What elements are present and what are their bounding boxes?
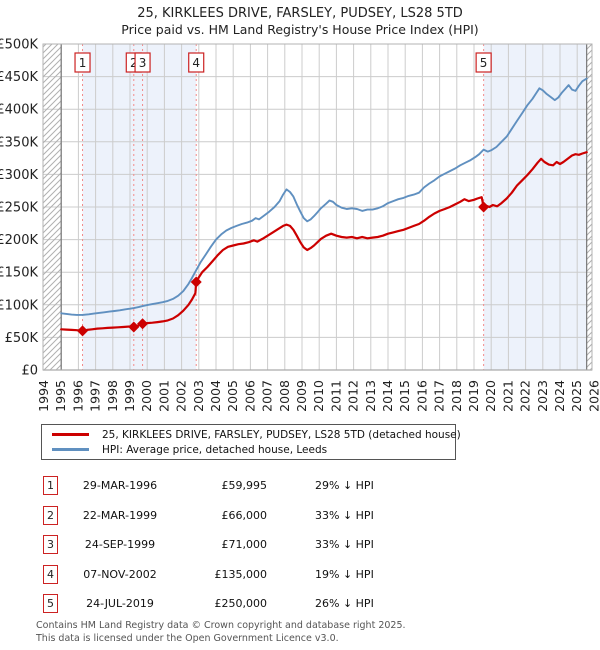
svg-text:2018: 2018 [449, 380, 464, 412]
footer-line-1: Contains HM Land Registry data © Crown c… [36, 620, 406, 631]
licence-footer: Contains HM Land Registry data © Crown c… [36, 620, 406, 645]
svg-text:2004: 2004 [208, 380, 223, 412]
sale-row-3: 3 24-SEP-1999 £71,000 33% ↓ HPI [43, 530, 583, 560]
sale-row-2: 2 22-MAR-1999 £66,000 33% ↓ HPI [43, 501, 583, 531]
sale-hpi-delta: 33% ↓ HPI [315, 538, 374, 552]
sale-hpi-delta: 33% ↓ HPI [315, 508, 374, 522]
svg-text:2022: 2022 [518, 380, 533, 412]
svg-text:2000: 2000 [139, 380, 154, 412]
legend-label: HPI: Average price, detached house, Leed… [102, 443, 328, 456]
svg-text:2007: 2007 [260, 380, 275, 412]
svg-text:2015: 2015 [397, 380, 412, 412]
svg-text:2019: 2019 [466, 380, 481, 412]
svg-text:2024: 2024 [552, 380, 567, 412]
svg-text:1998: 1998 [105, 380, 120, 412]
sale-row-1: 1 29-MAR-1996 £59,995 29% ↓ HPI [43, 471, 583, 501]
svg-text:2003: 2003 [191, 380, 206, 412]
svg-text:£300K: £300K [0, 168, 38, 183]
sale-row-4: 4 07-NOV-2002 £135,000 19% ↓ HPI [43, 560, 583, 590]
footer-line-2: This data is licensed under the Open Gov… [36, 632, 339, 644]
sale-markers [77, 201, 490, 337]
svg-text:£450K: £450K [0, 70, 38, 85]
svg-text:2025: 2025 [569, 380, 584, 412]
sale-hpi-delta: 26% ↓ HPI [315, 597, 374, 611]
svg-text:2017: 2017 [432, 380, 447, 412]
svg-text:2026: 2026 [586, 380, 600, 412]
legend-line-swatch [52, 448, 89, 451]
svg-text:£0: £0 [21, 364, 38, 379]
hpi-series-line [60, 77, 588, 316]
svg-text:4: 4 [192, 56, 200, 70]
svg-text:5: 5 [480, 56, 488, 70]
sale-date: 07-NOV-2002 [83, 567, 157, 581]
svg-text:2011: 2011 [328, 380, 343, 412]
svg-text:2021: 2021 [500, 380, 515, 412]
svg-text:2002: 2002 [174, 380, 189, 412]
svg-text:2023: 2023 [535, 380, 550, 412]
svg-text:2014: 2014 [380, 380, 395, 412]
svg-text:£250K: £250K [0, 201, 38, 216]
legend-entry-0: 25, KIRKLEES DRIVE, FARSLEY, PUDSEY, LS2… [42, 427, 461, 442]
legend-entry-1: HPI: Average price, detached house, Leed… [42, 442, 455, 457]
legend-line-swatch [52, 433, 89, 436]
svg-text:1995: 1995 [53, 380, 68, 412]
svg-text:£500K: £500K [0, 38, 38, 53]
svg-text:£350K: £350K [0, 135, 38, 150]
y-axis-labels: £0 £50K £100K £150K £200K £250K £300K £350K £400… [0, 38, 38, 379]
sales-table: 1 29-MAR-1996 £59,995 29% ↓ HPI 2 22-MAR-1999… [43, 471, 583, 619]
no-data-hatch [43, 44, 592, 370]
svg-text:2005: 2005 [225, 380, 240, 412]
svg-text:2016: 2016 [414, 380, 429, 412]
svg-text:2009: 2009 [294, 380, 309, 412]
sale-hpi-delta: 19% ↓ HPI [315, 567, 374, 581]
svg-text:3: 3 [139, 56, 147, 70]
plot-border [42, 43, 593, 371]
sale-number-badge: 3 [43, 535, 58, 555]
svg-text:1: 1 [79, 56, 87, 70]
sale-number-badge: 2 [43, 505, 58, 525]
sale-price: £59,995 [221, 479, 268, 493]
svg-text:£100K: £100K [0, 298, 38, 313]
svg-text:2012: 2012 [346, 380, 361, 412]
svg-text:2013: 2013 [363, 380, 378, 412]
sale-price: £135,000 [214, 567, 268, 581]
svg-text:£50K: £50K [5, 331, 39, 346]
x-axis-labels: 1994 1995 1996 1997 1998 1999 2000 2001 2002 2003… [36, 380, 600, 412]
price-chart: 1 2 3 4 5£0£50K£100K£150K£200K£250K£300K£350… [0, 38, 600, 412]
svg-text:£150K: £150K [0, 266, 38, 281]
sale-price: £71,000 [221, 538, 268, 552]
svg-text:£400K: £400K [0, 103, 38, 118]
sale-row-5: 5 24-JUL-2019 £250,000 26% ↓ HPI [43, 589, 583, 619]
svg-text:1996: 1996 [70, 380, 85, 412]
svg-text:1997: 1997 [88, 380, 103, 412]
svg-text:2006: 2006 [242, 380, 257, 412]
sale-price: £250,000 [214, 597, 268, 611]
sale-number-badge: 5 [43, 594, 58, 614]
svg-text:2: 2 [130, 56, 138, 70]
svg-text:1994: 1994 [36, 380, 51, 412]
sale-price: £66,000 [221, 508, 268, 522]
svg-text:2001: 2001 [156, 380, 171, 412]
sale-date: 24-SEP-1999 [84, 538, 156, 552]
svg-text:2008: 2008 [277, 380, 292, 412]
sale-date: 29-MAR-1996 [82, 479, 158, 493]
chart-header: 25, KIRKLEES DRIVE, FARSLEY, PUDSEY, LS2… [0, 5, 600, 38]
sale-number-badge: 4 [43, 564, 58, 584]
svg-text:1999: 1999 [122, 380, 137, 412]
svg-text:2010: 2010 [311, 380, 326, 412]
sale-date: 24-JUL-2019 [86, 597, 154, 611]
chart-title: 25, KIRKLEES DRIVE, FARSLEY, PUDSEY, LS2… [137, 6, 463, 21]
svg-text:2020: 2020 [483, 380, 498, 412]
sale-hpi-delta: 29% ↓ HPI [315, 479, 374, 493]
sale-number-badge: 1 [43, 476, 58, 496]
legend-label: 25, KIRKLEES DRIVE, FARSLEY, PUDSEY, LS2… [102, 428, 461, 441]
chart-subtitle: Price paid vs. HM Land Registry's House … [121, 22, 479, 37]
sale-date: 22-MAR-1999 [82, 508, 158, 522]
svg-text:£200K: £200K [0, 233, 38, 248]
chart-legend: 25, KIRKLEES DRIVE, FARSLEY, PUDSEY, LS2… [41, 424, 461, 460]
